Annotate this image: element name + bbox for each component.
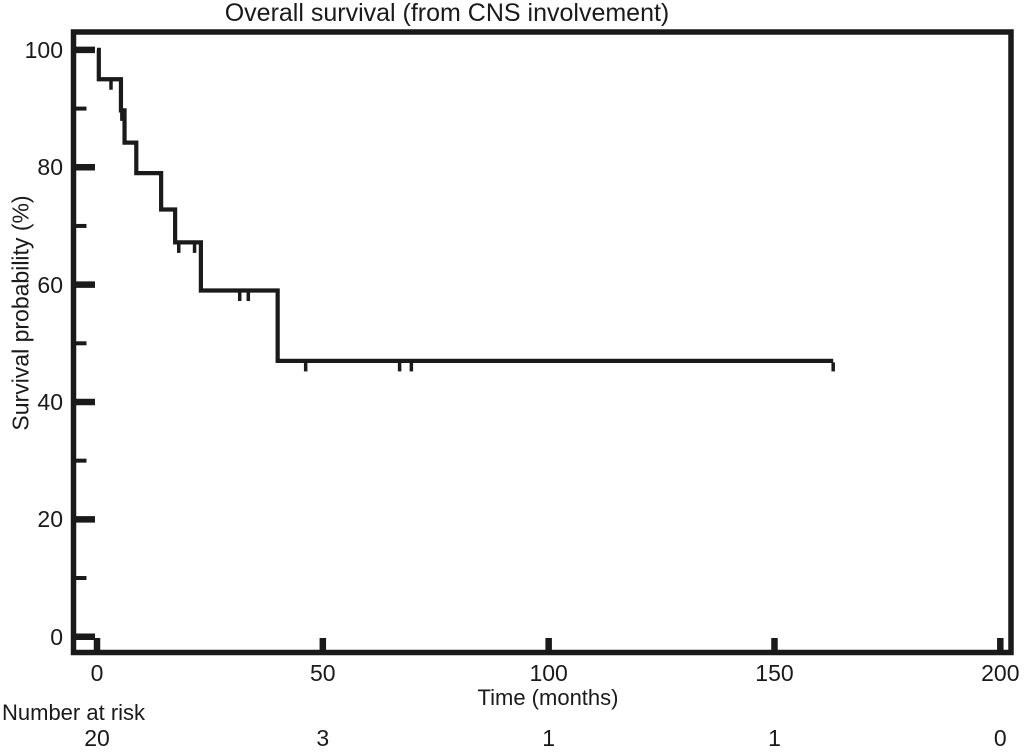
x-tick-label: 50 xyxy=(310,660,336,686)
y-tick-label: 40 xyxy=(37,388,63,415)
y-tick-label: 80 xyxy=(37,154,63,181)
x-tick-label: 200 xyxy=(981,660,1020,686)
y-tick-label: 100 xyxy=(24,36,63,63)
x-tick-label: 150 xyxy=(755,660,794,686)
x-tick-label: 0 xyxy=(90,660,104,686)
risk-count: 1 xyxy=(768,725,781,751)
y-tick-label: 60 xyxy=(37,271,63,298)
risk-count: 0 xyxy=(993,725,1007,751)
km-curve xyxy=(96,47,834,364)
x-axis-title: Time (months) xyxy=(477,685,619,710)
number-at-risk-header: Number at risk xyxy=(2,700,146,725)
risk-count: 20 xyxy=(84,725,110,751)
chart-title: Overall survival (from CNS involvement) xyxy=(224,0,670,27)
y-tick-label: 20 xyxy=(37,506,63,533)
x-tick-label: 100 xyxy=(529,660,568,686)
plot-border xyxy=(70,29,1014,656)
y-tick-label: 0 xyxy=(50,623,63,650)
risk-count: 1 xyxy=(542,725,556,751)
risk-count: 3 xyxy=(316,725,330,751)
